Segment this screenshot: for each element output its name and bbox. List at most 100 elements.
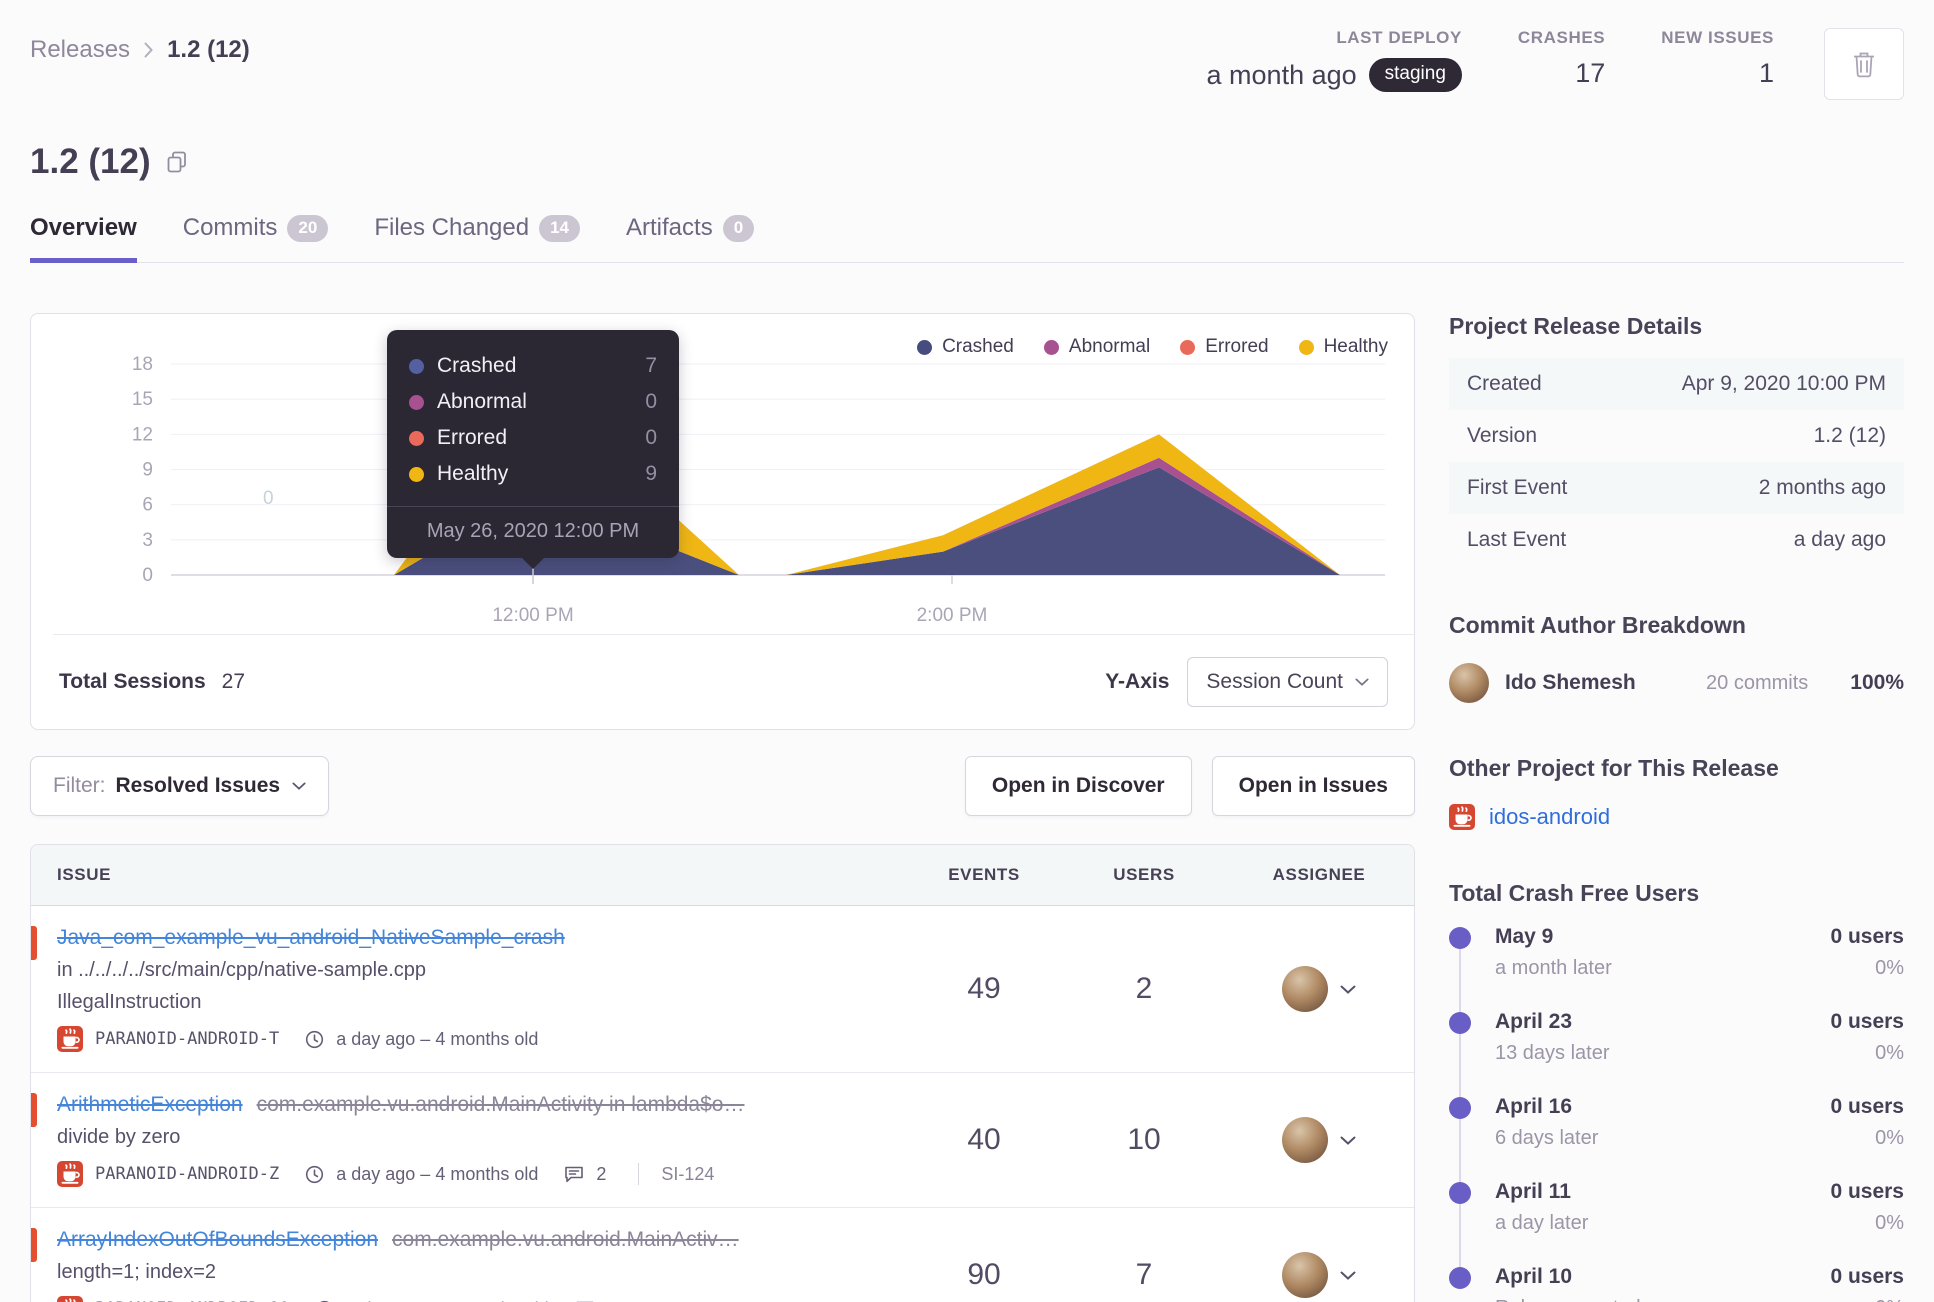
stat-label: CRASHES <box>1517 28 1606 47</box>
chevron-right-icon <box>143 41 154 59</box>
stat-value-text: a month ago <box>1206 59 1357 90</box>
total-sessions: Total Sessions 27 <box>59 670 245 694</box>
timeline-sublabel: 6 days later <box>1495 1127 1599 1149</box>
sessions-area-chart[interactable]: 0 3 6 9 12 15 18 12:00 PM 2:00 PM <box>53 330 1393 632</box>
sidebar: Project Release Details Created Apr 9, 20… <box>1449 313 1904 1302</box>
filter-value: Resolved Issues <box>115 774 281 797</box>
project-slug: PARANOID-ANDROID-Z <box>95 1164 280 1184</box>
timeline-dot <box>1449 1182 1471 1204</box>
assignee-cell[interactable] <box>1224 1117 1414 1163</box>
chart-area[interactable]: 0 3 6 9 12 15 18 12:00 PM 2:00 PM 0 Crashed 7 Abno… <box>53 330 1414 632</box>
delete-release-button[interactable] <box>1824 28 1904 100</box>
timeline-date: April 16 <box>1495 1095 1573 1118</box>
issue-title-link[interactable]: ArithmeticException <box>57 1093 243 1116</box>
chevron-down-icon[interactable] <box>1340 1271 1356 1280</box>
svg-text:12:00 PM: 12:00 PM <box>492 605 573 626</box>
stat-value: a month ago staging <box>1207 58 1462 92</box>
timeline-item-april-10: April 10 Release created 0 users 0% <box>1449 1265 1904 1302</box>
issue-title-link[interactable]: ArrayIndexOutOfBoundsException <box>57 1228 379 1251</box>
comments-count: 2 <box>596 1163 607 1184</box>
issue-summary: ArrayIndexOutOfBoundsException com.exampl… <box>31 1228 904 1302</box>
java-project-icon <box>57 1296 83 1302</box>
header-stat-crashes: CRASHES 17 <box>1518 28 1605 92</box>
issue-row: ArithmeticException com.example.vu.androi… <box>31 1073 1414 1208</box>
tab-count-badge: 14 <box>539 214 581 242</box>
svg-text:0: 0 <box>142 565 153 586</box>
page-title: 1.2 (12) <box>30 142 151 181</box>
legend-label: Errored <box>1205 336 1269 357</box>
legend-item-abnormal[interactable]: Abnormal <box>1043 336 1150 358</box>
clock-icon <box>315 1300 334 1302</box>
project-slug: PARANOID-ANDROID-T <box>95 1029 280 1049</box>
assignee-cell[interactable] <box>1224 1252 1414 1298</box>
tooltip-series-label: Healthy <box>437 462 509 485</box>
legend-dot <box>1298 339 1314 355</box>
events-count: 49 <box>967 972 1001 1005</box>
stat-value: 1 <box>1661 58 1774 89</box>
yaxis-select[interactable]: Session Count <box>1187 657 1388 707</box>
crash-free-users-section: Total Crash Free Users May 9 a month late… <box>1449 880 1904 1302</box>
detail-row-version: Version 1.2 (12) <box>1449 410 1904 462</box>
issue-title-link[interactable]: Java_com_example_vu_android_NativeSample… <box>57 926 565 949</box>
other-project-link[interactable]: idos-android <box>1489 804 1611 829</box>
timeline-dot <box>1449 1097 1471 1119</box>
sessions-chart-card: Crashed Abnormal Errored Healthy 0 3 6 9 12 15 18… <box>30 313 1415 730</box>
assignee-avatar[interactable] <box>1282 1252 1328 1298</box>
users-count: 10 <box>1127 1123 1161 1156</box>
timeline-left: May 9 a month later <box>1495 925 1612 980</box>
tab-commits[interactable]: Commits 20 <box>183 214 329 263</box>
svg-text:2:00 PM: 2:00 PM <box>917 605 988 626</box>
legend-item-errored[interactable]: Errored <box>1180 336 1269 358</box>
tab-overview[interactable]: Overview <box>30 214 137 263</box>
timeline-right: 0 users 0% <box>1830 1180 1904 1235</box>
legend-item-crashed[interactable]: Crashed <box>917 336 1014 358</box>
area-series-abnormal[interactable] <box>394 457 1340 575</box>
tooltip-date: May 26, 2020 12:00 PM <box>387 506 679 558</box>
detail-label: First Event <box>1467 476 1568 499</box>
comments-icon <box>564 1165 584 1183</box>
issues-panel: ISSUE EVENTS USERS ASSIGNEE Java_com_exampl… <box>30 844 1415 1302</box>
assignee-avatar[interactable] <box>1282 1117 1328 1163</box>
tooltip-series-value: 0 <box>645 426 657 449</box>
chart-footer: Total Sessions 27 Y-Axis Session Count <box>53 634 1414 729</box>
legend-item-healthy[interactable]: Healthy <box>1298 336 1388 358</box>
java-project-icon <box>57 1026 83 1052</box>
copy-icon[interactable] <box>166 150 188 174</box>
chevron-down-icon[interactable] <box>1340 1136 1356 1145</box>
timeline-sublabel: 13 days later <box>1495 1042 1610 1064</box>
assignee-cell[interactable] <box>1224 966 1414 1012</box>
chevron-down-icon <box>290 782 306 790</box>
other-project-heading: Other Project for This Release <box>1449 755 1779 781</box>
timeline-right: 0 users 0% <box>1830 1010 1904 1065</box>
author-heading: Commit Author Breakdown <box>1449 612 1746 638</box>
timeline-body: April 10 Release created 0 users 0% <box>1495 1265 1904 1302</box>
issue-annotation[interactable]: SI-124 <box>661 1163 715 1184</box>
events-count: 90 <box>967 1258 1001 1291</box>
tab-artifacts[interactable]: Artifacts 0 <box>626 214 755 263</box>
issues-actions: Open in Discover Open in Issues <box>964 756 1415 816</box>
assignee-avatar[interactable] <box>1282 966 1328 1012</box>
issue-age: a day ago – 4 months old <box>346 1299 548 1302</box>
column-header-events: EVENTS <box>948 865 1020 884</box>
open-in-issues-button[interactable]: Open in Issues <box>1211 756 1415 816</box>
issues-filter-select[interactable]: Filter: Resolved Issues <box>30 756 330 816</box>
open-in-discover-button[interactable]: Open in Discover <box>964 756 1192 816</box>
users-count: 7 <box>1135 1258 1153 1291</box>
detail-label: Version <box>1467 424 1538 447</box>
breadcrumb-releases[interactable]: Releases <box>30 36 131 63</box>
java-project-icon <box>1449 804 1475 830</box>
issue-age: a day ago – 4 months old <box>336 1028 539 1049</box>
timeline-item-april-11: April 11 a day later 0 users 0% <box>1449 1180 1904 1271</box>
tooltip-rows: Crashed 7 Abnormal 0 Errored 0 Healthy 9 <box>387 330 679 506</box>
timeline-right: 0 users 0% <box>1830 1095 1904 1150</box>
details-heading: Project Release Details <box>1449 313 1703 339</box>
clock-icon <box>305 1165 324 1184</box>
tooltip-row-crashed: Crashed 7 <box>409 348 657 384</box>
issue-title-line: Java_com_example_vu_android_NativeSample… <box>57 926 904 950</box>
tab-files-changed[interactable]: Files Changed 14 <box>374 214 581 263</box>
chevron-down-icon[interactable] <box>1340 985 1356 994</box>
header-stat-new-issues: NEW ISSUES 1 <box>1661 28 1774 92</box>
timeline-left: April 23 13 days later <box>1495 1010 1610 1065</box>
timeline-right: 0 users 0% <box>1830 925 1904 980</box>
